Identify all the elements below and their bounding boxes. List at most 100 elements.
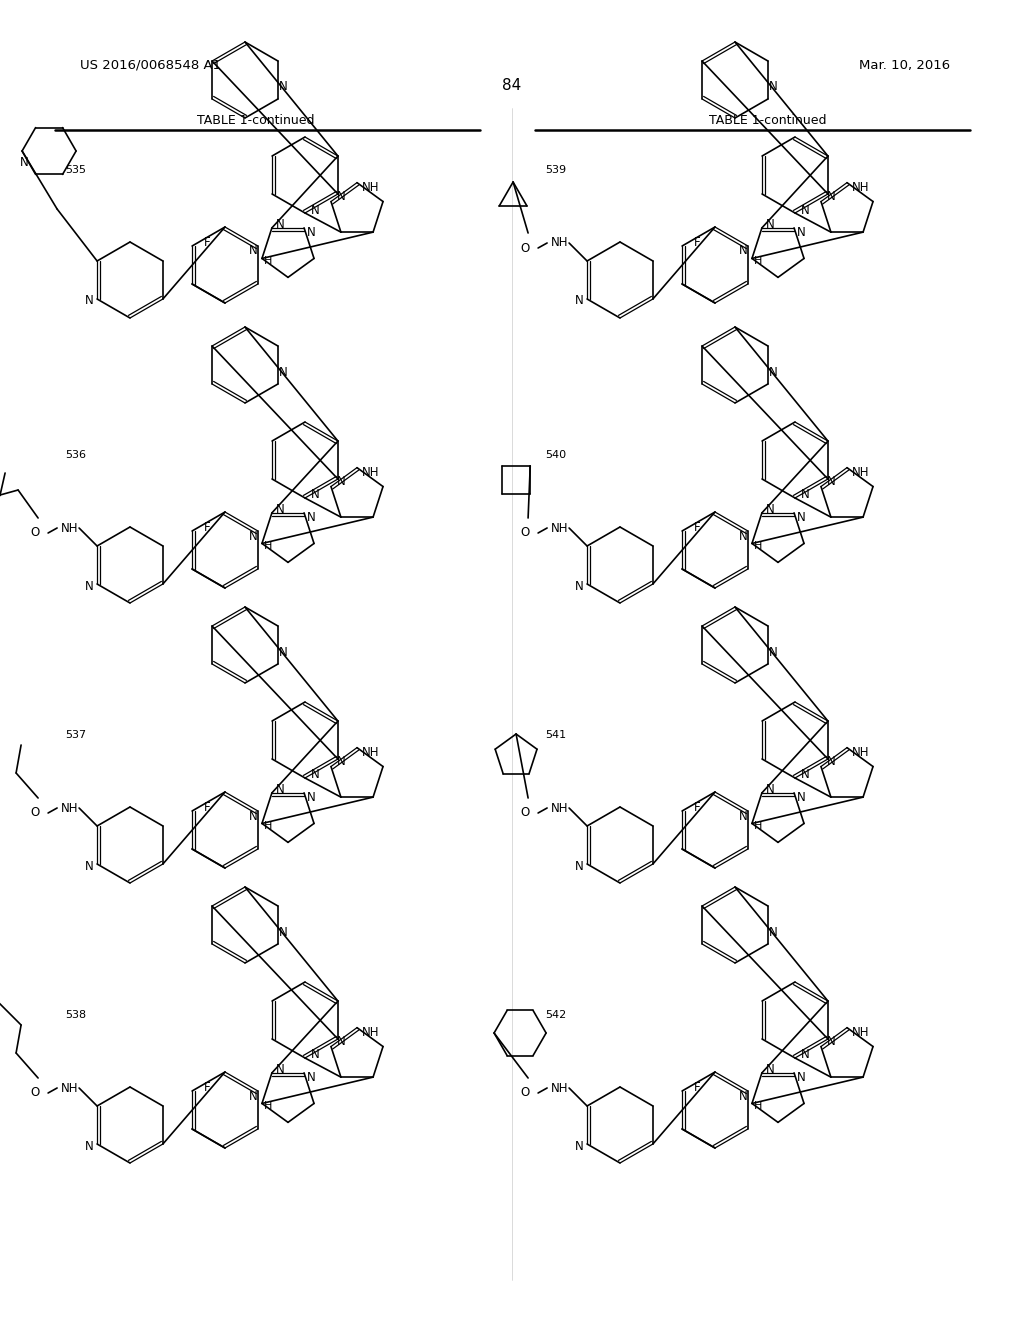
Text: N: N: [275, 783, 285, 796]
Text: N: N: [249, 244, 257, 257]
Text: N: N: [310, 203, 319, 216]
Text: N: N: [826, 755, 836, 768]
Text: N: N: [797, 226, 806, 239]
Text: F: F: [693, 1081, 700, 1094]
Text: NH: NH: [61, 801, 79, 814]
Text: N: N: [85, 859, 93, 873]
Text: 540: 540: [545, 450, 566, 459]
Text: F: F: [204, 236, 210, 248]
Text: O: O: [31, 1086, 40, 1100]
Text: H: H: [264, 541, 272, 550]
Text: F: F: [204, 1081, 210, 1094]
Text: N: N: [307, 792, 315, 804]
Text: N: N: [310, 1048, 319, 1061]
Text: N: N: [337, 1035, 345, 1048]
Text: N: N: [797, 511, 806, 524]
Text: N: N: [769, 645, 777, 659]
Text: 541: 541: [545, 730, 566, 741]
Text: N: N: [766, 783, 774, 796]
Text: N: N: [310, 768, 319, 781]
Text: N: N: [766, 1064, 774, 1076]
Text: O: O: [520, 527, 529, 540]
Text: N: N: [738, 809, 748, 822]
Text: Mar. 10, 2016: Mar. 10, 2016: [859, 58, 950, 71]
Text: N: N: [307, 226, 315, 239]
Text: NH: NH: [551, 236, 569, 249]
Text: N: N: [85, 579, 93, 593]
Text: N: N: [279, 366, 288, 379]
Text: N: N: [307, 1072, 315, 1084]
Text: N: N: [275, 1064, 285, 1076]
Text: H: H: [754, 256, 762, 267]
Text: N: N: [574, 579, 584, 593]
Text: TABLE 1-continued: TABLE 1-continued: [710, 114, 826, 127]
Text: 537: 537: [65, 730, 86, 741]
Text: N: N: [769, 366, 777, 379]
Text: N: N: [307, 511, 315, 524]
Text: NH: NH: [551, 521, 569, 535]
Text: N: N: [574, 1139, 584, 1152]
Text: NH: NH: [551, 801, 569, 814]
Text: N: N: [801, 203, 809, 216]
Text: N: N: [766, 503, 774, 516]
Text: N: N: [275, 503, 285, 516]
Text: N: N: [337, 475, 345, 488]
Text: NH: NH: [852, 746, 869, 759]
Text: O: O: [520, 242, 529, 255]
Text: N: N: [249, 529, 257, 543]
Text: NH: NH: [61, 521, 79, 535]
Text: N: N: [769, 81, 777, 94]
Text: N: N: [801, 768, 809, 781]
Text: F: F: [693, 236, 700, 248]
Text: H: H: [754, 541, 762, 550]
Text: N: N: [279, 645, 288, 659]
Text: 542: 542: [545, 1010, 566, 1020]
Text: NH: NH: [362, 466, 380, 479]
Text: O: O: [31, 527, 40, 540]
Text: NH: NH: [551, 1081, 569, 1094]
Text: O: O: [520, 1086, 529, 1100]
Text: F: F: [204, 520, 210, 533]
Text: N: N: [337, 755, 345, 768]
Text: N: N: [769, 925, 777, 939]
Text: NH: NH: [852, 181, 869, 194]
Text: F: F: [204, 801, 210, 813]
Text: 539: 539: [545, 165, 566, 176]
Text: H: H: [264, 256, 272, 267]
Text: N: N: [279, 81, 288, 94]
Text: NH: NH: [61, 1081, 79, 1094]
Text: N: N: [275, 218, 285, 231]
Text: US 2016/0068548 A1: US 2016/0068548 A1: [80, 58, 221, 71]
Text: NH: NH: [362, 181, 380, 194]
Text: 536: 536: [65, 450, 86, 459]
Text: 538: 538: [65, 1010, 86, 1020]
Text: N: N: [574, 294, 584, 308]
Text: NH: NH: [852, 466, 869, 479]
Text: N: N: [738, 529, 748, 543]
Text: H: H: [754, 1101, 762, 1111]
Text: N: N: [766, 218, 774, 231]
Text: N: N: [797, 792, 806, 804]
Text: 84: 84: [503, 78, 521, 92]
Text: N: N: [738, 244, 748, 257]
Text: N: N: [310, 488, 319, 502]
Text: O: O: [31, 807, 40, 820]
Text: N: N: [85, 1139, 93, 1152]
Text: N: N: [279, 925, 288, 939]
Text: NH: NH: [362, 1026, 380, 1039]
Text: H: H: [754, 821, 762, 832]
Text: N: N: [85, 294, 93, 308]
Text: 535: 535: [65, 165, 86, 176]
Text: H: H: [264, 1101, 272, 1111]
Text: NH: NH: [852, 1026, 869, 1039]
Text: N: N: [19, 157, 29, 169]
Text: F: F: [693, 801, 700, 813]
Text: F: F: [693, 520, 700, 533]
Text: N: N: [249, 1089, 257, 1102]
Text: N: N: [738, 1089, 748, 1102]
Text: NH: NH: [362, 746, 380, 759]
Text: TABLE 1-continued: TABLE 1-continued: [198, 114, 314, 127]
Text: H: H: [264, 821, 272, 832]
Text: N: N: [337, 190, 345, 203]
Text: N: N: [797, 1072, 806, 1084]
